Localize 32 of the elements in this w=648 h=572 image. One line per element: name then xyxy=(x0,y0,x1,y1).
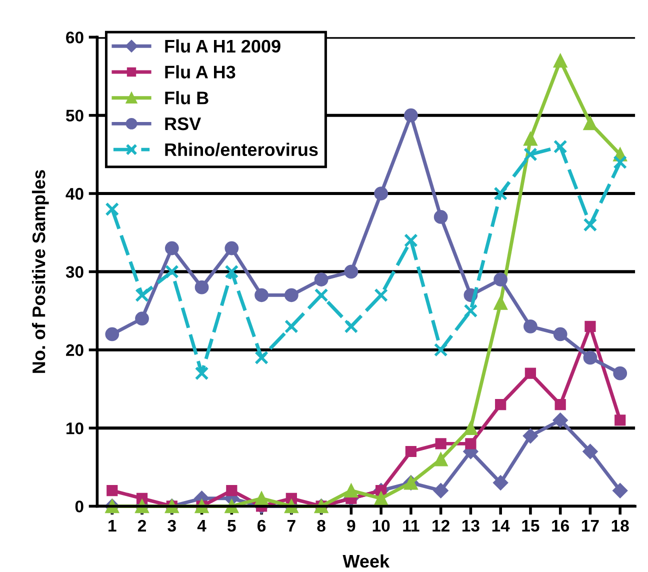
x-tick-label: 14 xyxy=(492,520,510,532)
x-tick-label: 15 xyxy=(522,520,540,532)
x-tick-label: 16 xyxy=(552,520,570,532)
y-tick-label: 40 xyxy=(66,188,84,200)
y-tick-label: 50 xyxy=(66,110,84,122)
legend-label: RSV xyxy=(165,117,202,130)
x-tick-label: 12 xyxy=(432,520,450,532)
x-tick-label: 4 xyxy=(197,520,206,532)
x-axis-title: Week xyxy=(342,554,390,568)
x-tick-label: 1 xyxy=(108,520,116,532)
legend-label: Flu B xyxy=(165,91,208,104)
y-tick-label: 10 xyxy=(66,422,84,434)
x-tick-label: 17 xyxy=(582,520,599,532)
y-axis-title: No. of Positive Samples xyxy=(32,170,49,373)
x-tick-label: 10 xyxy=(372,520,390,532)
x-tick-label: 13 xyxy=(462,520,480,532)
y-tick-label: 0 xyxy=(75,500,84,512)
x-tick-label: 9 xyxy=(347,520,356,532)
x-tick-label: 2 xyxy=(138,520,146,532)
x-tick-label: 18 xyxy=(612,520,629,532)
legend-label: Flu A H3 xyxy=(165,65,236,79)
x-tick-label: 3 xyxy=(168,520,176,532)
x-tick-label: 11 xyxy=(403,520,420,532)
x-tick-label: 6 xyxy=(258,520,266,532)
y-tick-label: 20 xyxy=(66,344,84,356)
x-tick-label: 5 xyxy=(228,520,236,532)
legend-label: Rhino/enterovirus xyxy=(165,142,318,156)
y-tick-label: 60 xyxy=(66,32,84,44)
x-tick-label: 8 xyxy=(317,520,326,532)
y-tick-label: 30 xyxy=(66,266,84,278)
x-tick-label: 7 xyxy=(288,520,296,532)
legend-label: Flu A H1 2009 xyxy=(165,39,280,53)
